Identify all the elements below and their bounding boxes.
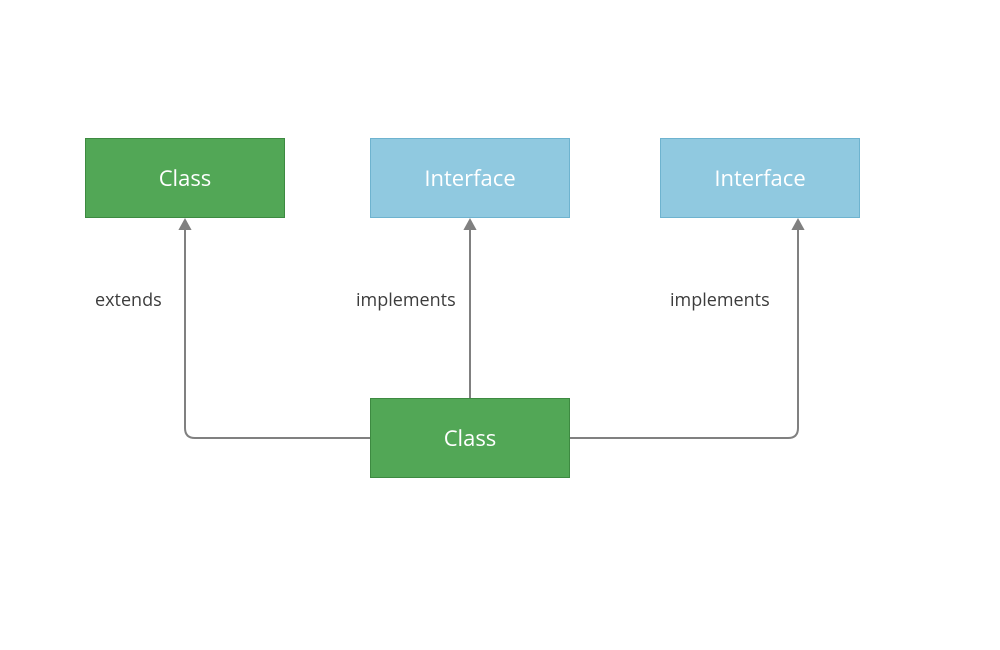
- node-interface-2-label: Interface: [714, 163, 805, 193]
- node-class-bottom: Class: [370, 398, 570, 478]
- extends-edge-arrowhead: [178, 218, 191, 230]
- extends-edge: [178, 218, 370, 438]
- diagram-canvas: Class Interface Interface Class extends …: [0, 0, 1000, 650]
- node-interface-1: Interface: [370, 138, 570, 218]
- node-class-bottom-label: Class: [444, 423, 497, 453]
- implements-edge-2: [570, 218, 805, 438]
- node-interface-2: Interface: [660, 138, 860, 218]
- extends-edge-path: [185, 229, 370, 438]
- node-class-top-label: Class: [159, 163, 212, 193]
- implements-label-2: implements: [670, 288, 770, 312]
- implements-edge-1-arrowhead: [463, 218, 476, 230]
- implements-edge-2-arrowhead: [791, 218, 804, 230]
- extends-label-text: extends: [95, 288, 162, 312]
- extends-label: extends: [95, 288, 162, 312]
- implements-label-1-text: implements: [356, 288, 456, 312]
- implements-edge-2-path: [570, 229, 798, 438]
- node-interface-1-label: Interface: [424, 163, 515, 193]
- implements-edge-1: [463, 218, 476, 398]
- implements-label-2-text: implements: [670, 288, 770, 312]
- node-class-top: Class: [85, 138, 285, 218]
- implements-label-1: implements: [356, 288, 456, 312]
- edges-layer: [0, 0, 1000, 650]
